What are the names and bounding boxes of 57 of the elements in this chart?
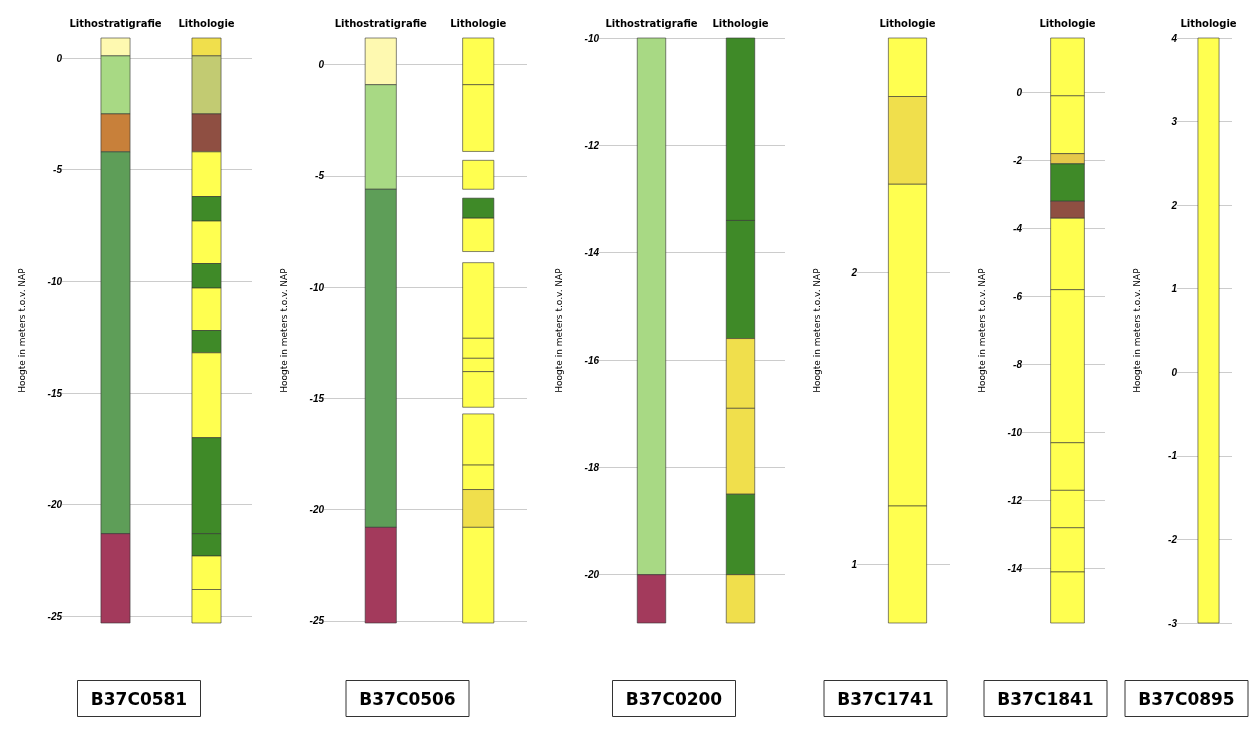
y-tick-label: -2	[1168, 533, 1178, 545]
y-axis-title: Hoogte in meters t.o.v. NAP	[1131, 267, 1142, 393]
y-tick-label: 0	[56, 52, 63, 64]
y-tick-label: -6	[1013, 290, 1023, 302]
x-tick-label: Lithologie	[1039, 17, 1096, 29]
x-tick-label: Lithostratigrafie	[605, 17, 698, 29]
x-tick-label: Lithostratigrafie	[334, 17, 428, 29]
y-tick-label: -14	[1007, 563, 1023, 575]
y-tick-label: -20	[309, 504, 325, 516]
y-axis-title: Hoogte in meters t.o.v. NAP	[16, 267, 27, 393]
y-tick-label: 2	[1170, 199, 1178, 211]
y-tick-label: -12	[1007, 495, 1023, 507]
y-tick-label: -3	[1168, 617, 1178, 629]
y-tick-label: 4	[1170, 32, 1178, 44]
x-tick-label: Lithologie	[178, 17, 235, 29]
text: B37C0506	[359, 688, 456, 709]
y-tick-label: -14	[584, 247, 600, 259]
y-tick-label: -4	[1013, 222, 1023, 234]
x-tick-label: Lithologie	[879, 17, 936, 29]
text: B37C0895	[1138, 688, 1235, 709]
y-tick-label: -1	[1168, 450, 1178, 462]
y-tick-label: -16	[584, 354, 600, 366]
y-tick-label: -15	[309, 392, 325, 404]
y-tick-label: -12	[584, 139, 600, 151]
y-tick-label: -18	[584, 461, 600, 473]
y-tick-label: -25	[47, 610, 63, 622]
y-tick-label: -10	[309, 281, 325, 293]
text: B37C0581	[90, 688, 188, 709]
y-tick-label: 0	[318, 59, 325, 71]
text: B37C0200	[625, 688, 723, 709]
y-axis-title: Hoogte in meters t.o.v. NAP	[278, 267, 289, 393]
y-tick-label: -25	[309, 615, 325, 627]
text: B37C1841	[997, 688, 1094, 709]
x-tick-label: Lithologie	[1180, 17, 1237, 29]
y-tick-label: -10	[1007, 427, 1023, 439]
y-tick-label: -8	[1013, 359, 1023, 371]
y-axis-title: Hoogte in meters t.o.v. NAP	[553, 267, 564, 393]
y-tick-label: -10	[584, 32, 600, 44]
y-tick-label: 0	[1171, 366, 1178, 378]
y-tick-label: 2	[850, 266, 858, 278]
x-tick-label: Lithologie	[712, 17, 769, 29]
y-tick-label: 3	[1171, 116, 1178, 128]
y-axis-title: Hoogte in meters t.o.v. NAP	[976, 267, 987, 393]
text: B37C1741	[837, 688, 934, 709]
y-axis-title: Hoogte in meters t.o.v. NAP	[811, 267, 822, 393]
y-tick-label: -15	[47, 387, 63, 399]
y-tick-label: -2	[1013, 154, 1023, 166]
y-tick-label: 0	[1016, 86, 1023, 98]
y-tick-label: -20	[584, 569, 600, 581]
y-tick-label: 1	[851, 559, 858, 570]
y-tick-label: -20	[47, 499, 63, 511]
y-tick-label: -10	[47, 275, 63, 287]
x-tick-label: Lithostratigrafie	[69, 17, 162, 29]
y-tick-label: -5	[53, 164, 63, 176]
y-tick-label: 1	[1171, 283, 1178, 295]
x-tick-label: Lithologie	[450, 17, 507, 29]
y-tick-label: -5	[315, 170, 325, 182]
